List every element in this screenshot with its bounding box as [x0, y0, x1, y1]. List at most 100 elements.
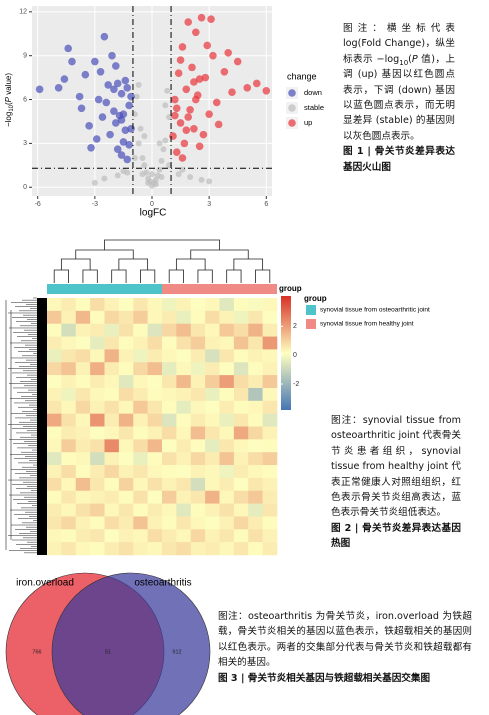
point [102, 98, 111, 107]
heatmap-cell [118, 452, 134, 466]
heatmap-cell [162, 413, 177, 427]
y-tick-label: 6 [23, 96, 27, 103]
heatmap: synovial tissue from osteoarthritic join… [5, 239, 430, 556]
heatmap-cell [262, 323, 278, 337]
heatmap-cell [176, 298, 192, 312]
heatmap-cell [47, 477, 62, 492]
heatmap-cell [61, 542, 77, 556]
heatmap-cell [205, 298, 220, 312]
point [172, 148, 181, 156]
heatmap-cell [233, 336, 249, 350]
point [195, 75, 204, 83]
heatmap-cell [147, 298, 163, 312]
point [98, 113, 107, 121]
heatmap-cell [162, 387, 177, 402]
heatmap-cell [190, 375, 206, 389]
heatmap-cell [176, 516, 192, 530]
heatmap-cell [190, 323, 206, 337]
dendrogram [104, 239, 220, 250]
heatmap-cell [219, 490, 235, 504]
heatmap-cell [104, 387, 120, 402]
point [201, 73, 210, 82]
heatmap-cell [75, 452, 91, 466]
heatmap-cell [233, 362, 249, 376]
heatmap-cell [118, 477, 134, 492]
heatmap-cell [190, 465, 206, 479]
heatmap-cell [248, 310, 263, 324]
heatmap-cell [75, 387, 91, 402]
heatmap-cell [104, 413, 120, 427]
heatmap-cell [118, 503, 134, 517]
point [114, 172, 121, 179]
heatmap-cell [219, 298, 235, 312]
caption-3: 图注：osteoarthritis 为骨关节炎，iron.overload 为铁… [218, 609, 472, 686]
x-tick-label: -6 [35, 201, 41, 208]
heatmap-cell [176, 323, 192, 337]
heatmap-cell [90, 400, 105, 414]
heatmap-cell [219, 336, 235, 350]
heatmap-cell [90, 529, 105, 543]
heatmap-cell [205, 542, 220, 556]
heatmap-cell [61, 413, 77, 427]
heatmap-cell [262, 298, 278, 312]
heatmap-cell [90, 336, 105, 350]
heatmap-cell [205, 490, 220, 504]
heatmap-cell [104, 503, 120, 517]
heatmap-cell [176, 375, 192, 389]
heatmap-cell [147, 349, 163, 363]
heatmap-cell [190, 362, 206, 376]
heatmap-cell [61, 362, 77, 376]
x-tick-label: 3 [207, 201, 211, 208]
dendrogram [140, 269, 156, 283]
caption-text: 图注：synovial tissue from osteoarthritic j… [331, 415, 461, 519]
heatmap-cell [233, 375, 249, 389]
point [160, 146, 167, 153]
heatmap-cell [47, 298, 62, 312]
y-label-sub: 10 [9, 104, 15, 111]
point [158, 174, 165, 180]
heatmap-cell [248, 542, 263, 556]
heatmap-cell [205, 349, 220, 363]
heatmap-cell [61, 375, 77, 389]
x-axis-label: logFC [140, 208, 167, 219]
heatmap-cell [47, 323, 62, 337]
legend-swatch [288, 104, 296, 112]
heatmap-cell [118, 375, 134, 389]
point [190, 124, 198, 133]
heatmap-cell [104, 452, 120, 466]
heatmap-cell [162, 375, 177, 389]
heatmap-cell [147, 490, 163, 504]
heatmap-cell [90, 375, 105, 389]
point [162, 137, 169, 144]
heatmap-cell [47, 490, 62, 504]
point [91, 179, 98, 186]
point [145, 175, 152, 182]
point [137, 125, 144, 132]
heatmap-cell [61, 465, 77, 479]
group-legend-title: group [304, 294, 327, 303]
point [190, 78, 198, 86]
heatmap-cell [133, 387, 148, 402]
heatmap-cell [75, 529, 91, 543]
heatmap-cell [147, 542, 163, 556]
point [178, 154, 187, 162]
heatmap-cell [104, 323, 120, 337]
point [180, 139, 189, 148]
heatmap-cell [104, 477, 120, 492]
heatmap-cell [47, 529, 62, 543]
heatmap-cell [133, 503, 148, 517]
heatmap-cell [248, 336, 263, 350]
heatmap-cell [90, 465, 105, 479]
point [192, 28, 200, 37]
heatmap-cell [147, 400, 163, 414]
heatmap-cell [118, 439, 134, 453]
heatmap-cell [248, 465, 263, 479]
heatmap-cell [233, 503, 249, 517]
heatmap-cell [104, 426, 120, 440]
point [220, 67, 229, 76]
heatmap-cell [47, 439, 62, 453]
heatmap-cell [75, 477, 91, 492]
dendrogram [118, 258, 149, 270]
